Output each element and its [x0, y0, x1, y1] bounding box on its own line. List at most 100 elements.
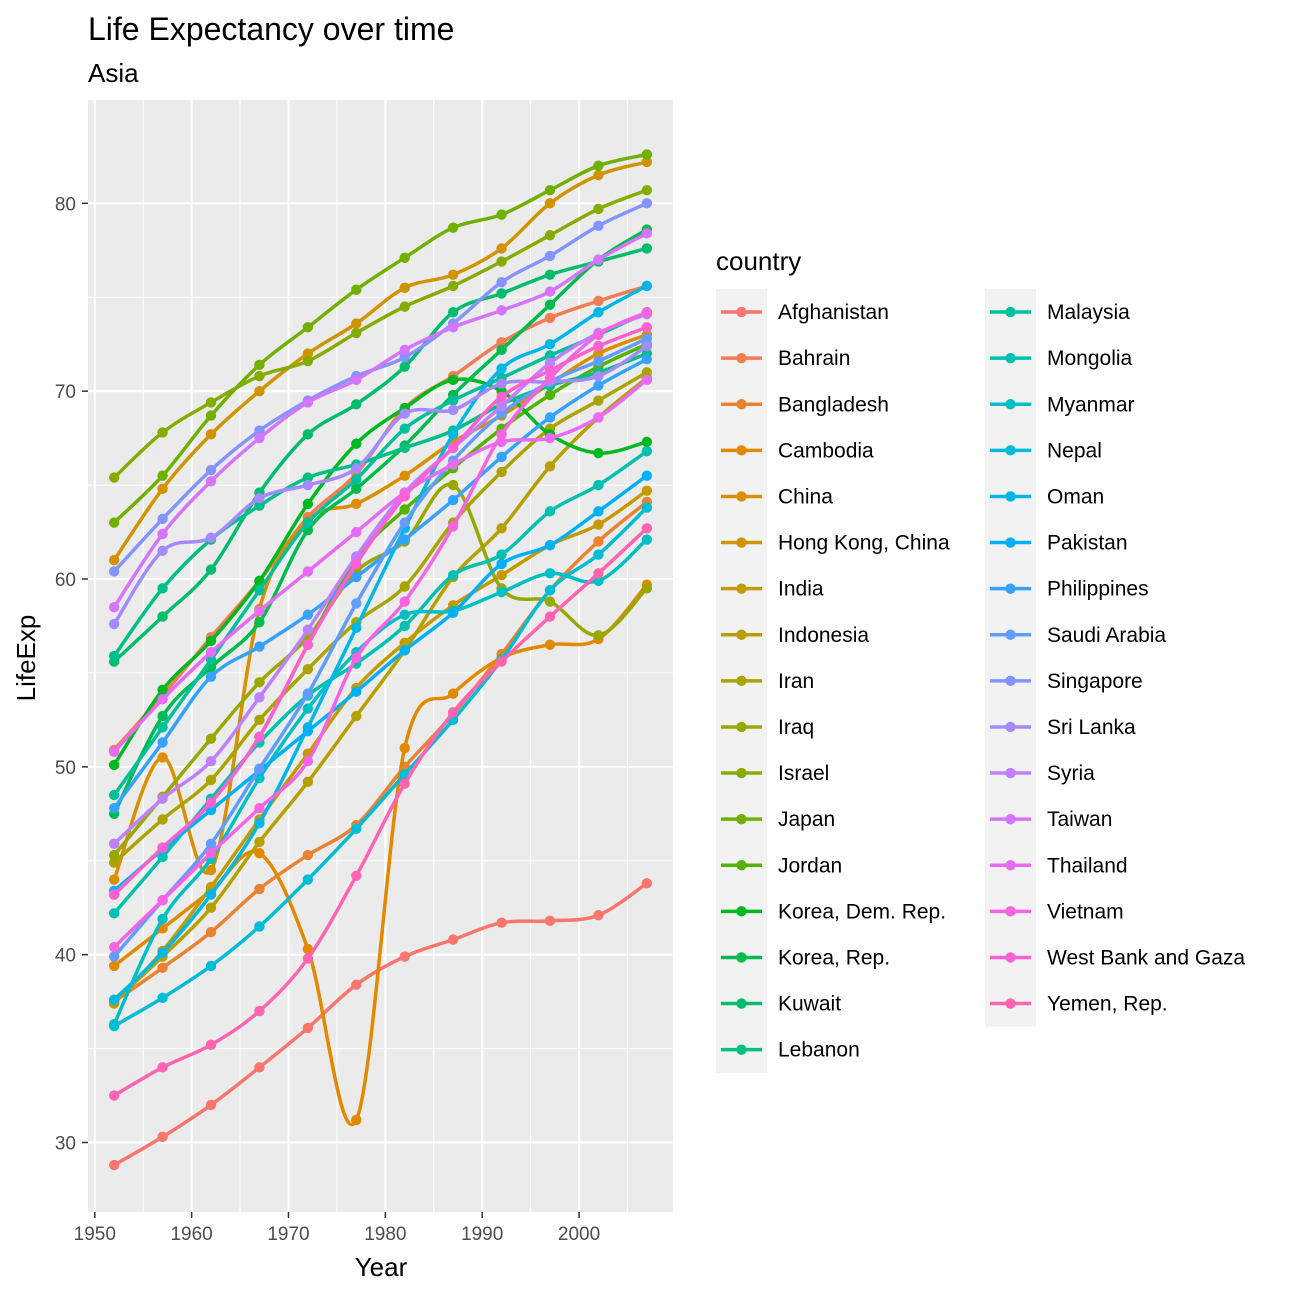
- data-point-yemen-rep: [641, 523, 653, 534]
- data-point-japan: [157, 470, 168, 481]
- data-point-china: [157, 752, 168, 763]
- data-point-yemen-rep: [593, 568, 604, 579]
- axis-ticks: 1950 1960 1970 1980 1990 2000 30 40 50 60 70 80: [55, 194, 600, 1245]
- data-point-syria: [302, 624, 314, 635]
- y-tick-label: 70: [55, 382, 76, 403]
- data-point-myanmar: [544, 568, 556, 579]
- data-point-saudi-arabia: [641, 333, 653, 344]
- legend-key-point-indonesia: [736, 629, 747, 640]
- data-point-singapore: [157, 513, 168, 525]
- data-point-vietnam: [351, 652, 362, 664]
- data-point-kuwait: [399, 361, 410, 372]
- data-point-singapore: [641, 198, 653, 209]
- legend-label-israel: Israel: [778, 762, 829, 785]
- data-point-kuwait: [641, 243, 653, 254]
- legend-label-lebanon: Lebanon: [778, 1039, 860, 1062]
- y-tick-label: 30: [55, 1134, 76, 1155]
- y-tick-label: 50: [55, 758, 76, 779]
- data-point-taiwan: [108, 601, 120, 613]
- data-point-myanmar: [641, 534, 653, 545]
- data-point-hong-kong-china: [496, 243, 507, 254]
- legend-label-thailand: Thailand: [1047, 854, 1128, 877]
- legend-key-point-china: [736, 491, 747, 502]
- data-point-mongolia: [399, 620, 410, 632]
- data-point-malaysia: [544, 350, 556, 361]
- data-point-sri-lanka: [447, 404, 459, 416]
- data-point-west-bank-and-gaza: [108, 889, 120, 900]
- legend-label-bangladesh: Bangladesh: [778, 393, 889, 416]
- data-point-oman: [593, 307, 604, 318]
- data-point-lebanon: [157, 583, 168, 594]
- data-point-kuwait: [302, 429, 314, 440]
- data-point-sri-lanka: [496, 378, 507, 389]
- data-point-afghanistan: [593, 910, 604, 921]
- legend-key-point-oman: [1005, 491, 1016, 502]
- data-point-nepal: [593, 549, 604, 560]
- data-point-thailand: [302, 566, 314, 577]
- data-point-pakistan: [544, 539, 556, 551]
- legend-key-point-saudi-arabia: [1005, 629, 1016, 640]
- data-point-yemen-rep: [351, 870, 362, 881]
- data-point-malaysia: [447, 395, 459, 406]
- data-point-saudi-arabia: [205, 838, 217, 850]
- data-point-israel: [351, 327, 362, 339]
- data-point-kuwait: [351, 399, 362, 410]
- data-point-korea-rep: [544, 299, 556, 310]
- data-point-saudi-arabia: [399, 517, 410, 528]
- data-point-korea-dem-rep: [593, 447, 604, 459]
- data-point-china: [399, 470, 410, 481]
- data-point-west-bank-and-gaza: [447, 442, 459, 453]
- data-point-iraq: [108, 849, 120, 861]
- data-point-cambodia: [254, 848, 265, 859]
- data-point-syria: [157, 793, 168, 804]
- data-point-cambodia: [108, 960, 120, 972]
- legend-label-singapore: Singapore: [1047, 670, 1143, 693]
- data-point-afghanistan: [544, 915, 556, 927]
- data-point-syria: [496, 400, 507, 412]
- legend-title: country: [716, 246, 801, 276]
- data-point-syria: [544, 357, 556, 369]
- data-point-yemen-rep: [447, 707, 459, 718]
- data-point-jordan: [544, 389, 556, 401]
- data-point-nepal: [351, 823, 362, 835]
- data-point-singapore: [496, 277, 507, 288]
- data-point-vietnam: [593, 329, 604, 340]
- data-point-oman: [108, 994, 120, 1005]
- data-point-mongolia: [157, 851, 168, 863]
- data-point-korea-rep: [351, 483, 362, 495]
- legend-key-point-singapore: [1005, 675, 1016, 687]
- legend-key-point-sri-lanka: [1005, 721, 1016, 733]
- data-point-cambodia: [447, 688, 459, 699]
- legend-label-taiwan: Taiwan: [1047, 808, 1112, 831]
- data-point-iran: [593, 395, 604, 406]
- data-point-singapore: [399, 352, 410, 363]
- data-point-bahrain: [496, 337, 507, 348]
- data-point-nepal: [641, 502, 653, 513]
- legend-key-point-pakistan: [1005, 537, 1016, 548]
- data-point-korea-dem-rep: [447, 374, 459, 386]
- legend-key-point-japan: [736, 813, 747, 825]
- data-point-mongolia: [544, 506, 556, 517]
- data-point-yemen-rep: [205, 1039, 217, 1051]
- legend-label-mongolia: Mongolia: [1047, 347, 1133, 370]
- data-point-taiwan: [254, 432, 265, 444]
- legend-key-point-iraq: [736, 721, 747, 733]
- data-point-taiwan: [205, 476, 217, 487]
- data-point-kuwait: [496, 288, 507, 299]
- data-point-kuwait: [447, 307, 459, 318]
- data-point-thailand: [641, 374, 653, 386]
- legend-label-malaysia: Malaysia: [1047, 301, 1130, 324]
- legend-label-japan: Japan: [778, 808, 835, 831]
- data-point-vietnam: [254, 802, 265, 814]
- data-point-taiwan: [544, 286, 556, 297]
- data-point-indonesia: [302, 776, 314, 788]
- data-point-philippines: [205, 671, 217, 682]
- data-point-sri-lanka: [302, 479, 314, 491]
- data-point-sri-lanka: [351, 462, 362, 474]
- data-point-hong-kong-china: [254, 385, 265, 397]
- legend-label-saudi-arabia: Saudi Arabia: [1047, 624, 1166, 647]
- data-point-philippines: [399, 534, 410, 545]
- x-tick-label: 1960: [170, 1224, 212, 1245]
- data-point-west-bank-and-gaza: [205, 797, 217, 808]
- legend-key-point-yemen-rep: [1005, 998, 1016, 1009]
